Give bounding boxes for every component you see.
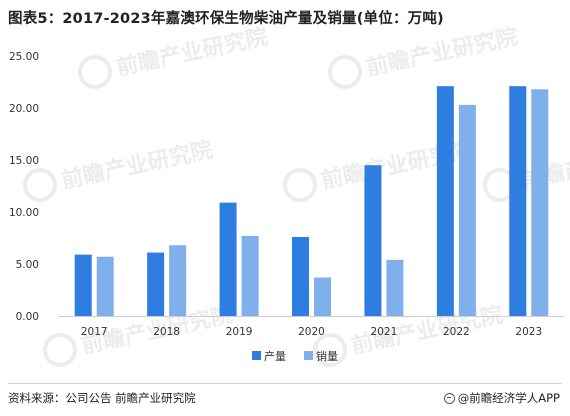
legend-label: 产量 [264,349,286,363]
bar-sales [314,277,331,316]
footer-divider [8,383,562,384]
bar-production [509,86,527,316]
x-tick-label: 2023 [515,326,542,338]
bar-sales [96,256,114,316]
x-tick-label: 2022 [443,326,470,338]
watermark: 前瞻产业研究院 [43,302,235,367]
bar-sales [386,259,404,316]
y-tick-label: 15.00 [9,155,39,167]
y-tick-label: 10.00 [9,207,39,219]
watermark-text: 前瞻产业研究院 [59,137,215,194]
watermark-logo-icon [43,333,77,367]
y-tick-label: 20.00 [9,103,39,115]
legend: 产量 销量 [252,349,338,363]
bar-production [74,254,92,316]
bar-sales [458,104,476,316]
watermark-logo-icon [313,333,347,367]
brand-credit: @前瞻经济学人APP [443,390,560,406]
y-tick-label: 0.00 [16,311,39,323]
source-note: 资料来源：公司公告 前瞻产业研究院 [8,391,196,405]
bar-production [364,165,382,316]
watermark: 前瞻产业研究院 [328,24,520,89]
watermark-text: 前瞻产业研究院 [364,24,520,81]
watermark: 前瞻产业研究院 [78,24,270,89]
watermark-logo-icon [78,55,112,89]
legend-label: 销量 [316,349,338,363]
x-tick-label: 2018 [153,326,180,338]
legend-swatch [304,351,313,360]
watermark-logo-icon [283,168,317,202]
y-tick-label: 25.00 [9,51,39,63]
bar-sales [169,245,187,316]
legend-swatch [252,351,261,360]
watermark: 前瞻产业研究院 [23,137,215,202]
bar-production [292,236,309,316]
y-tick-label: 5.00 [16,259,39,271]
watermark-logo-icon [23,168,57,202]
x-tick-label: 2019 [226,326,253,338]
brand-logo-icon [443,392,455,404]
bar-production [219,202,237,316]
bars [74,86,549,316]
bar-production [147,252,165,316]
bar-sales [531,89,549,316]
watermark-logo-icon [328,55,362,89]
x-tick-label: 2020 [298,326,325,338]
x-tick-label: 2017 [81,326,108,338]
watermark: 前瞻产业研究院 [313,302,505,367]
x-axis: 2017 2018 2019 2020 2021 2022 2023 [58,316,565,338]
chart-title: 图表5：2017-2023年嘉澳环保生物柴油产量及销量(单位：万吨) [8,11,444,27]
watermark-text: 前瞻产业研究院 [114,24,270,81]
x-tick-label: 2021 [371,326,398,338]
brand-credit-label: @前瞻经济学人APP [457,391,560,405]
bar-sales [241,235,259,316]
y-axis: 0.00 5.00 10.00 15.00 20.00 25.00 [9,51,39,323]
bar-production [436,86,454,316]
